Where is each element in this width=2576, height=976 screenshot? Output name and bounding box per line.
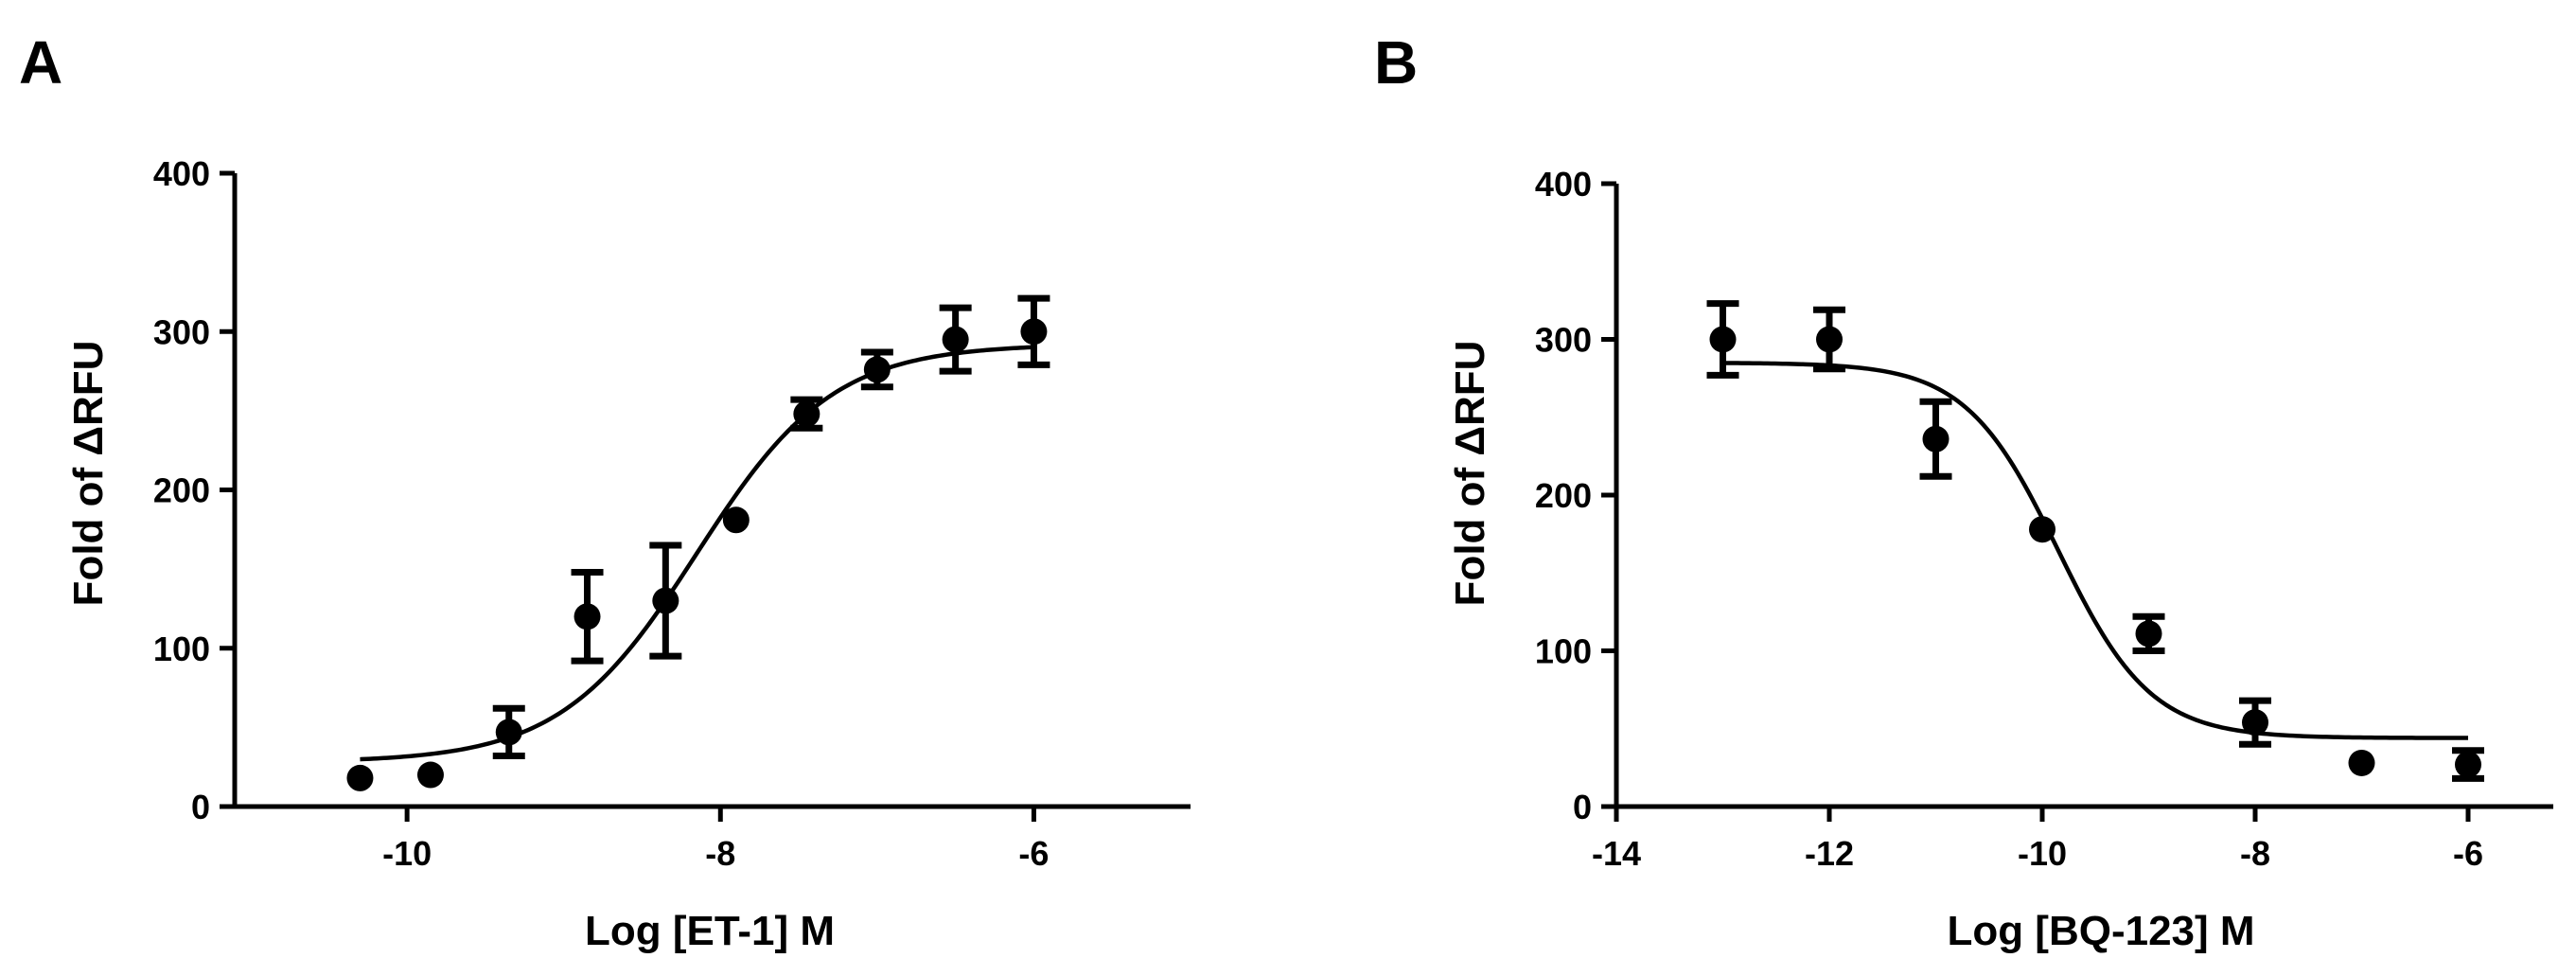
panel-a-x-tick-label: -10 (382, 834, 432, 873)
panel-a-fit-curve (360, 345, 1034, 762)
panel-b-y-tick-label: 300 (1535, 321, 1592, 360)
panel-a-data-point (1020, 318, 1048, 346)
panel-b-x-tick-label: -6 (2453, 834, 2483, 873)
panel-b-fit-curve (1722, 361, 2468, 740)
panel-a-y-tick-label: 200 (153, 471, 210, 510)
panel-a-y-tick-label: 300 (153, 312, 210, 351)
panel-letter-b: B (1374, 28, 1418, 97)
panel-a: A Fold of ΔRFU Log [ET-1] M 0 100 200 300 40… (19, 28, 1191, 954)
panel-a-data-point (863, 356, 891, 383)
panel-a-y-axis-label: Fold of ΔRFU (65, 341, 112, 607)
panel-b: B Fold of ΔRFU Log [BQ-123] M 0 100 200 300… (1374, 28, 2553, 954)
panel-b-data-point (2455, 751, 2481, 778)
panel-letter-a: A (19, 28, 62, 97)
panel-a-y-tick-label: 0 (191, 788, 210, 826)
panel-a-data-point (495, 719, 522, 746)
panel-b-x-tick-label: -12 (1805, 834, 1854, 873)
panel-b-x-tick-label: -8 (2240, 834, 2270, 873)
panel-b-data-point (2242, 709, 2268, 736)
panel-a-data-point (346, 764, 374, 791)
panel-a-x-axis-label: Log [ET-1] M (585, 908, 835, 954)
panel-a-data-point (942, 326, 969, 353)
panel-a-y-tick-label: 400 (153, 154, 210, 193)
panel-a-data-point (573, 603, 601, 630)
panel-b-y-tick-label: 400 (1535, 165, 1592, 204)
panel-b-y-tick-label: 200 (1535, 476, 1592, 515)
panel-b-data-point (2348, 749, 2375, 776)
panel-b-data-point (1922, 425, 1950, 453)
panel-b-y-tick-label: 0 (1573, 788, 1592, 826)
panel-a-x-tick-label: -6 (1018, 834, 1049, 873)
panel-b-data-point (1816, 326, 1843, 353)
panel-a-x-tick-label: -8 (705, 834, 735, 873)
panel-a-data-point (793, 400, 820, 428)
panel-b-x-tick-label: -14 (1592, 834, 1641, 873)
panel-b-y-tick-label: 100 (1535, 632, 1592, 671)
panel-a-y-tick-label: 100 (153, 630, 210, 668)
panel-b-x-tick-label: -10 (2018, 834, 2067, 873)
panel-a-data-point (652, 587, 679, 614)
panel-b-y-axis-label: Fold of ΔRFU (1447, 341, 1493, 607)
panel-a-data-point (722, 506, 750, 534)
panel-b-x-axis-label: Log [BQ-123] M (1947, 908, 2254, 954)
panel-b-data-point (1709, 326, 1737, 353)
panel-b-data-point (2029, 516, 2056, 543)
panel-b-data-point (2135, 620, 2162, 648)
panel-a-data-point (416, 761, 444, 789)
